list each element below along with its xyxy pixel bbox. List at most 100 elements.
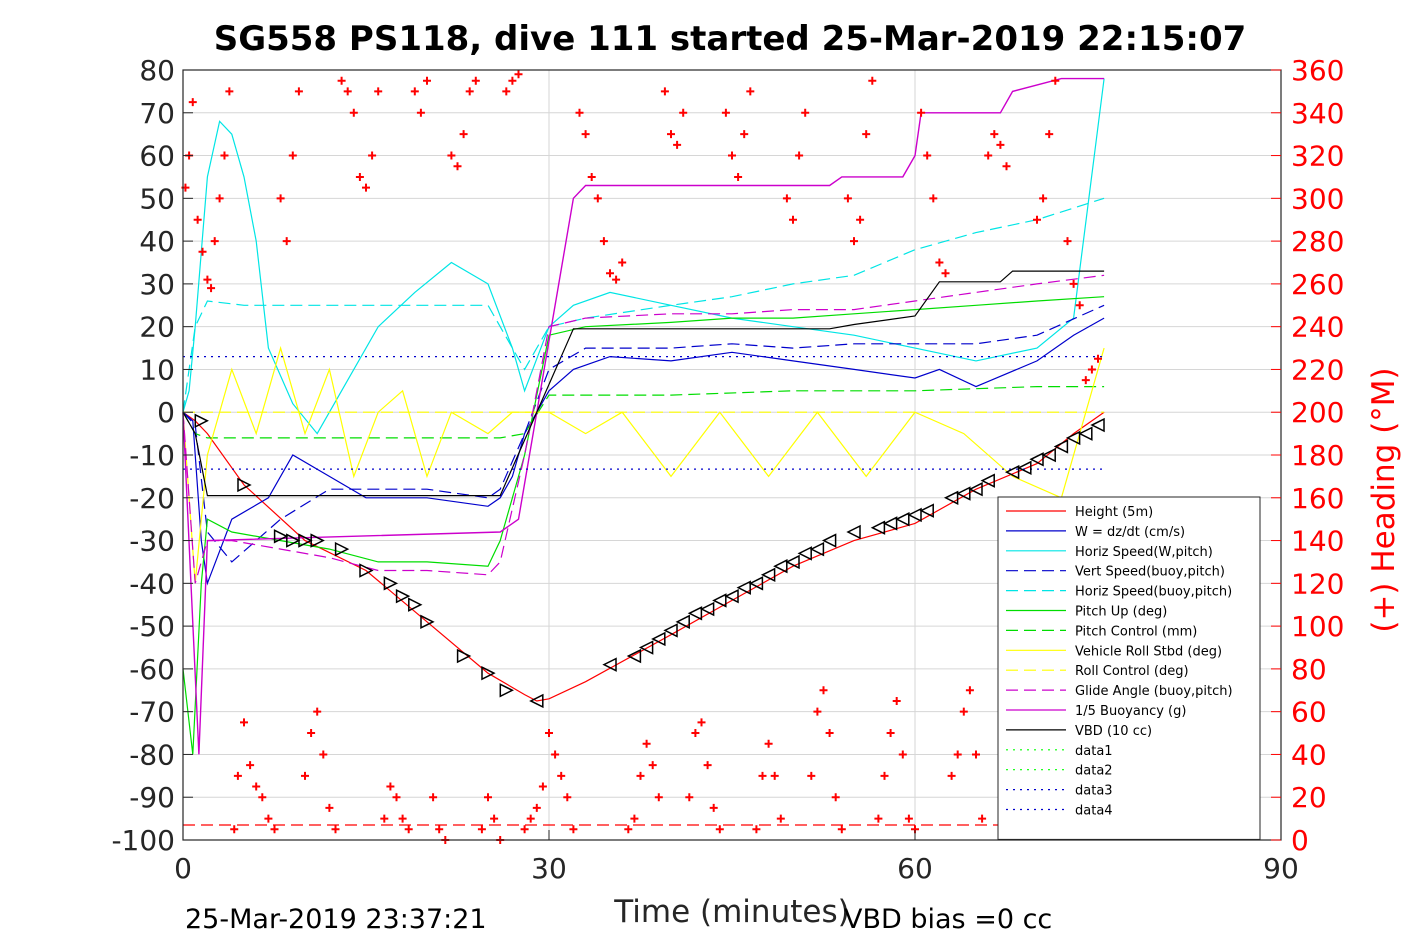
heading-point-66 xyxy=(563,793,572,802)
heading-point-124 xyxy=(917,108,926,117)
legend-entry-12: data1 xyxy=(1075,744,1113,759)
heading-point-67 xyxy=(569,825,578,834)
footer-vbd-bias: VBD bias =0 cc xyxy=(844,904,1052,935)
heading-point-93 xyxy=(728,151,736,160)
heading-point-71 xyxy=(593,194,602,203)
height-marker-29 xyxy=(773,559,788,574)
heading-point-125 xyxy=(923,151,932,160)
heading-point-44 xyxy=(429,793,438,802)
series-line-9 xyxy=(182,274,1105,584)
series-line-1 xyxy=(182,317,1105,586)
height-marker-10 xyxy=(408,597,423,612)
heading-point-61 xyxy=(532,803,541,812)
heading-point-95 xyxy=(740,130,749,139)
y-axis-right-label: (+) Heading (°M) xyxy=(1366,367,1402,632)
y-right-tick-label-5: 260 xyxy=(1291,268,1344,301)
heading-point-84 xyxy=(673,140,682,149)
heading-point-68 xyxy=(575,108,584,117)
y-tick-label-16: -80 xyxy=(129,738,175,771)
y-tick-label-1: 70 xyxy=(139,97,175,130)
series-line-10 xyxy=(182,77,1105,755)
heading-point-25 xyxy=(313,707,322,716)
heading-point-47 xyxy=(447,151,456,160)
heading-point-52 xyxy=(477,825,486,834)
heading-point-109 xyxy=(825,729,834,738)
heading-point-78 xyxy=(636,771,645,780)
height-marker-3 xyxy=(286,533,301,548)
heading-point-75 xyxy=(618,258,627,267)
heading-point-31 xyxy=(349,108,358,117)
heading-point-132 xyxy=(965,686,974,695)
heading-point-79 xyxy=(642,739,651,748)
y-right-tick-label-4: 280 xyxy=(1291,225,1344,258)
y-tick-label-13: -50 xyxy=(129,610,175,643)
heading-point-89 xyxy=(703,761,712,770)
heading-point-19 xyxy=(276,194,285,203)
height-marker-24 xyxy=(712,593,727,608)
heading-point-96 xyxy=(746,87,755,96)
height-marker-4 xyxy=(298,533,313,548)
height-marker-17 xyxy=(626,648,642,664)
heading-point-34 xyxy=(368,151,377,160)
heading-point-40 xyxy=(404,825,413,834)
y-tick-label-3: 50 xyxy=(139,182,175,215)
heading-point-65 xyxy=(557,771,566,780)
heading-point-106 xyxy=(807,771,816,780)
height-marker-15 xyxy=(529,693,544,709)
heading-point-148 xyxy=(1063,237,1072,246)
height-marker-27 xyxy=(748,576,764,591)
y-tick-label-10: -20 xyxy=(129,482,175,515)
heading-point-35 xyxy=(374,87,383,96)
series-line-4 xyxy=(182,197,1105,413)
height-marker-28 xyxy=(760,567,776,582)
legend-entry-10: 1/5 Buoyancy (g) xyxy=(1075,704,1186,719)
heading-point-41 xyxy=(410,87,419,96)
heading-point-114 xyxy=(856,215,865,224)
height-marker-21 xyxy=(675,614,690,630)
heading-point-152 xyxy=(1087,365,1096,374)
height-marker-51 xyxy=(1090,417,1105,433)
heading-point-53 xyxy=(484,793,492,802)
height-marker-9 xyxy=(395,588,411,604)
heading-point-150 xyxy=(1075,301,1084,310)
x-tick-label-1: 30 xyxy=(531,852,567,885)
heading-point-127 xyxy=(935,258,944,267)
heading-point-113 xyxy=(850,237,858,246)
height-marker-22 xyxy=(687,606,703,621)
height-marker-45 xyxy=(1017,460,1032,476)
y-right-tick-label-1: 340 xyxy=(1291,97,1344,130)
heading-point-151 xyxy=(1081,376,1090,385)
y-tick-label-11: -30 xyxy=(129,525,175,558)
heading-point-39 xyxy=(398,814,407,823)
heading-point-8 xyxy=(215,194,224,203)
footer-timestamp: 25-Mar-2019 23:37:21 xyxy=(185,904,487,935)
heading-point-92 xyxy=(721,108,730,117)
heading-point-136 xyxy=(990,130,999,139)
heading-point-98 xyxy=(758,771,767,780)
heading-point-76 xyxy=(624,825,633,834)
y-tick-label-17: -90 xyxy=(129,781,175,814)
y-tick-label-12: -40 xyxy=(129,567,175,600)
heading-point-86 xyxy=(685,793,694,802)
series-line-3 xyxy=(182,304,1105,563)
heading-point-111 xyxy=(837,825,846,834)
heading-point-85 xyxy=(679,108,688,117)
series-line-2 xyxy=(182,78,1105,435)
legend-entry-8: Roll Control (deg) xyxy=(1075,664,1189,679)
heading-point-10 xyxy=(225,87,234,96)
heading-point-4 xyxy=(198,247,207,256)
legend-box xyxy=(997,496,1261,840)
height-marker-39 xyxy=(919,503,934,518)
y-right-tick-label-9: 180 xyxy=(1291,439,1344,472)
heading-point-153 xyxy=(1094,354,1102,363)
legend-entry-5: Pitch Up (deg) xyxy=(1075,605,1167,620)
heading-point-91 xyxy=(715,825,724,834)
heading-point-105 xyxy=(801,108,810,117)
heading-point-87 xyxy=(691,729,700,738)
y-axis-left: 80 70 60 50 40 30 20 10 0 -10 -20 -30 -40 -50 -60 -70 -8… xyxy=(111,54,193,857)
y-tick-label-2: 60 xyxy=(139,140,175,173)
series-line-7 xyxy=(182,345,1105,584)
height-marker-26 xyxy=(736,580,751,595)
heading-point-14 xyxy=(246,761,255,770)
heading-point-36 xyxy=(380,814,389,823)
